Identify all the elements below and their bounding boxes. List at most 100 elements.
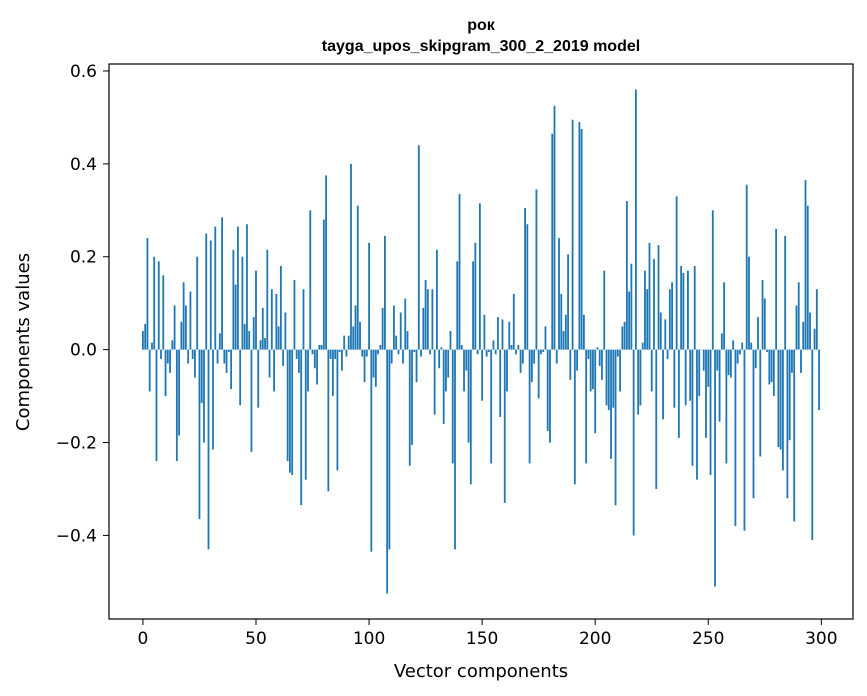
bar [775, 228, 778, 350]
bar [467, 349, 470, 443]
bar [813, 328, 816, 350]
bar [567, 254, 569, 350]
bar [711, 210, 714, 350]
bar [585, 349, 588, 464]
bar [417, 145, 420, 350]
bar [741, 342, 744, 350]
bar [540, 349, 542, 355]
bar [772, 349, 775, 397]
bar [334, 349, 337, 359]
bar [436, 249, 438, 350]
bar [562, 331, 565, 350]
bar [560, 293, 563, 350]
bar [309, 210, 312, 350]
bar [266, 249, 269, 350]
bar [221, 217, 223, 350]
bar [614, 349, 617, 506]
bar [725, 349, 728, 464]
bar [705, 349, 707, 438]
bar [408, 349, 411, 466]
bar [255, 270, 257, 350]
bar [329, 349, 332, 359]
bar [592, 349, 594, 390]
bar [481, 349, 484, 401]
bar [689, 349, 692, 401]
bar [142, 331, 144, 350]
bar [379, 344, 382, 350]
bar [655, 349, 658, 489]
x-tick-label: 100 [353, 629, 385, 649]
bar [736, 349, 739, 364]
bar [327, 349, 330, 492]
bar [503, 349, 506, 503]
bar [415, 349, 418, 383]
bar [587, 349, 590, 359]
bar [628, 291, 631, 350]
bar [784, 235, 787, 350]
bar [668, 289, 671, 350]
bar [313, 349, 316, 369]
bar [802, 321, 805, 350]
bar [162, 275, 165, 350]
bar [497, 317, 499, 350]
bar [151, 342, 153, 350]
bar [768, 349, 771, 385]
bar [739, 349, 741, 355]
bar [635, 89, 637, 350]
bar [653, 259, 655, 350]
bar [171, 340, 174, 350]
bar [456, 261, 459, 350]
bar [395, 335, 398, 350]
bar [449, 331, 452, 350]
bar [361, 349, 364, 357]
bar [259, 340, 262, 350]
bar [325, 175, 327, 350]
bar [341, 349, 343, 371]
bar [535, 189, 538, 350]
bar [189, 291, 192, 350]
bar [512, 293, 515, 350]
bar [289, 349, 291, 473]
bar [372, 349, 375, 378]
bar [644, 270, 646, 350]
bar [682, 273, 685, 350]
bar [729, 349, 732, 378]
bar [347, 335, 350, 350]
bar [623, 321, 626, 350]
bar [356, 205, 359, 350]
bar [573, 349, 576, 485]
bar [680, 266, 683, 350]
bar [203, 349, 205, 443]
bar [763, 298, 766, 350]
bar [515, 349, 517, 355]
bar [198, 349, 201, 520]
bar [187, 349, 190, 364]
bar [442, 349, 445, 424]
bar [797, 282, 800, 350]
bar [191, 349, 194, 359]
bar [207, 349, 210, 550]
bar [499, 349, 502, 417]
bar [194, 349, 196, 378]
bar [246, 224, 248, 350]
bar [298, 349, 300, 373]
bar [311, 349, 314, 355]
bar [494, 349, 497, 355]
bar [675, 196, 678, 350]
bar [603, 270, 606, 350]
bar [734, 349, 737, 527]
bar [169, 349, 171, 373]
bar [286, 349, 289, 462]
bar [431, 289, 434, 350]
bars [142, 89, 820, 594]
bar [508, 321, 511, 350]
bar [754, 349, 757, 369]
bar [261, 307, 264, 350]
bar [463, 349, 465, 392]
bar [519, 349, 522, 373]
y-tick-label: −0.2 [56, 434, 97, 454]
bar [383, 235, 386, 350]
bar [524, 207, 526, 350]
bar [521, 349, 524, 364]
